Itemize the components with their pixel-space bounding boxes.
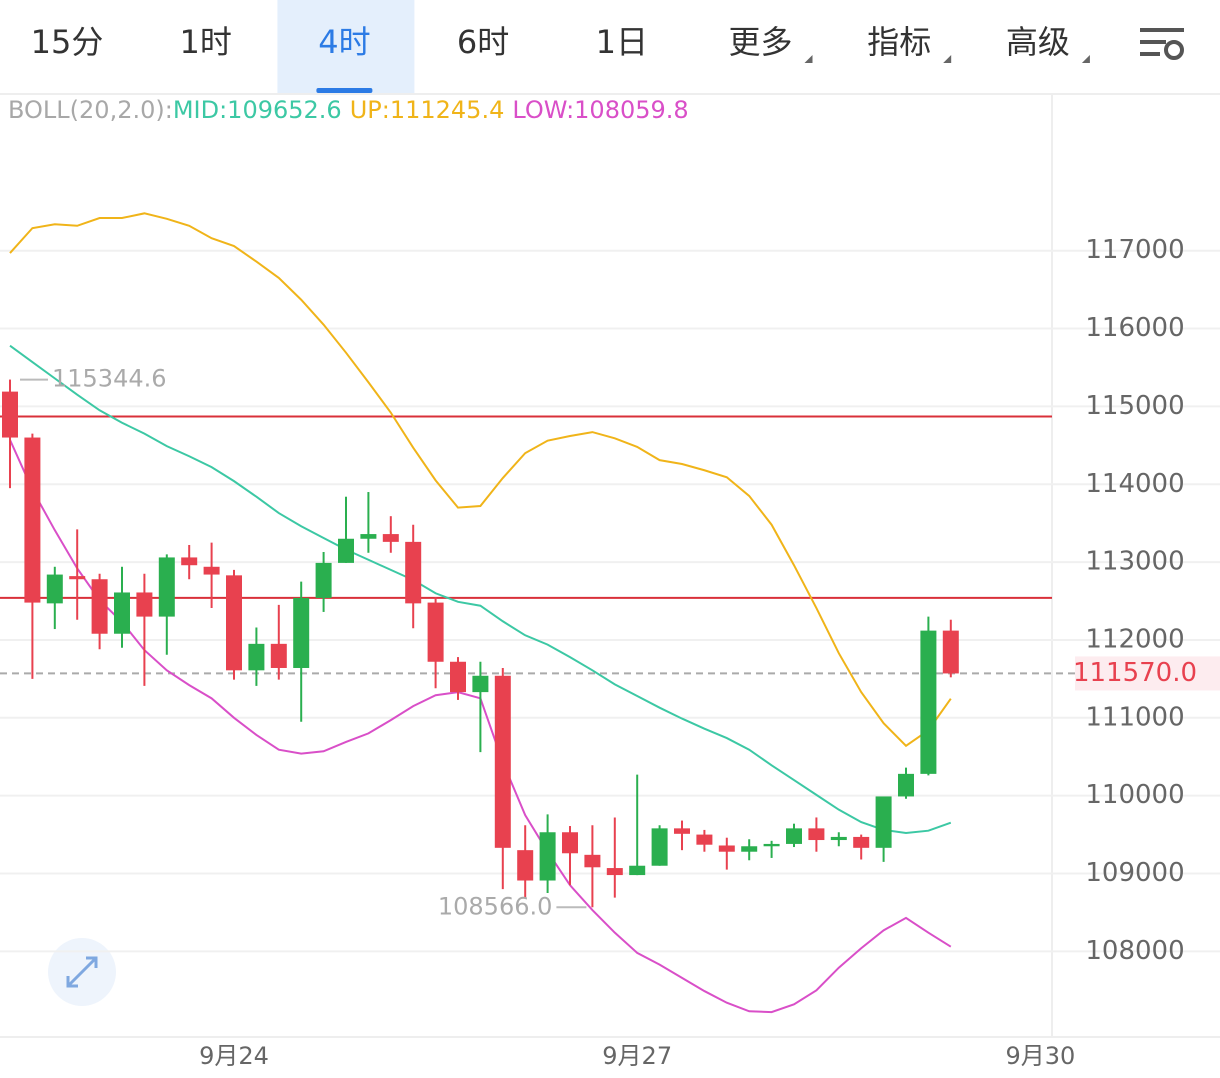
candle-body bbox=[69, 576, 86, 580]
candle-body bbox=[270, 643, 287, 668]
candle-body bbox=[763, 843, 780, 847]
x-tick-label: 9月27 bbox=[602, 1042, 672, 1070]
dropdown-arrow bbox=[804, 55, 813, 63]
tab[interactable]: 1日 bbox=[596, 23, 648, 61]
tab[interactable]: 1时 bbox=[180, 23, 232, 61]
y-tick-label: 112000 bbox=[1085, 624, 1184, 654]
x-tick-label: 9月30 bbox=[1005, 1042, 1075, 1070]
indicator-line bbox=[9, 212, 952, 748]
expand-icon bbox=[66, 956, 98, 988]
legend-item: LOW:108059.8 bbox=[512, 96, 688, 124]
expand-button[interactable] bbox=[48, 938, 116, 1006]
candle-body bbox=[450, 661, 466, 693]
y-tick-label: 108000 bbox=[1085, 936, 1184, 966]
candle-body bbox=[158, 557, 175, 617]
candle-body bbox=[338, 538, 354, 563]
tab-highlight bbox=[277, 0, 415, 93]
candle-body bbox=[830, 836, 847, 841]
candle-body bbox=[427, 602, 444, 662]
settings-icon[interactable] bbox=[1140, 28, 1184, 60]
y-tick-label: 109000 bbox=[1085, 858, 1184, 888]
tab[interactable]: 4时 bbox=[318, 23, 370, 61]
legend-item: UP:111245.4 bbox=[350, 96, 505, 124]
tab[interactable]: 6时 bbox=[457, 23, 509, 61]
legend-item: MID:109652.6 bbox=[173, 96, 342, 124]
y-tick-label: 113000 bbox=[1085, 547, 1184, 577]
candle-body bbox=[293, 597, 310, 668]
candle-body bbox=[920, 630, 937, 774]
candle-body bbox=[629, 865, 646, 876]
tab[interactable]: 高级 bbox=[1006, 23, 1070, 61]
candle-body bbox=[472, 675, 489, 693]
y-tick-label: 115000 bbox=[1085, 391, 1184, 421]
candle-body bbox=[136, 592, 153, 617]
candle-body bbox=[741, 846, 758, 852]
candle-body bbox=[651, 828, 668, 866]
tab[interactable]: 指标 bbox=[867, 23, 931, 61]
candle-body bbox=[24, 437, 41, 603]
last-price-box bbox=[1075, 656, 1220, 691]
candle-body bbox=[674, 828, 690, 834]
y-tick-label: 110000 bbox=[1085, 780, 1184, 810]
candle-body bbox=[562, 832, 578, 854]
candle-body bbox=[942, 630, 959, 674]
y-tick-label: 117000 bbox=[1085, 235, 1184, 265]
candle-body bbox=[696, 834, 713, 845]
tab[interactable]: 更多 bbox=[728, 23, 792, 61]
candle-body bbox=[226, 575, 242, 671]
dropdown-arrow bbox=[943, 55, 952, 63]
candle-body bbox=[539, 832, 556, 881]
candle-body bbox=[584, 854, 601, 868]
candle-body bbox=[360, 534, 377, 539]
annotation: 108566.0 bbox=[438, 892, 553, 920]
candle-body bbox=[114, 592, 130, 634]
candle-body bbox=[181, 557, 198, 566]
dropdown-arrow bbox=[1081, 55, 1090, 63]
candle-body bbox=[405, 541, 422, 604]
candle-body bbox=[853, 836, 870, 848]
candle-body bbox=[875, 796, 892, 848]
candle-body bbox=[203, 566, 220, 575]
candle-body bbox=[606, 868, 623, 876]
y-tick-label: 111000 bbox=[1085, 702, 1184, 732]
y-tick-label: 116000 bbox=[1085, 313, 1184, 343]
candle-body bbox=[898, 773, 914, 797]
candle-body bbox=[494, 675, 511, 848]
candle-body bbox=[248, 643, 265, 671]
icon-gear bbox=[1164, 40, 1184, 60]
tab[interactable]: 15分 bbox=[31, 23, 104, 61]
candle-body bbox=[517, 850, 534, 881]
candle-body bbox=[91, 579, 108, 634]
x-tick-label: 9月24 bbox=[199, 1042, 269, 1070]
candle-body bbox=[315, 562, 332, 598]
legend-item: BOLL(20,2.0): bbox=[8, 96, 173, 124]
candle-body bbox=[786, 828, 802, 844]
y-tick-label: 114000 bbox=[1085, 469, 1184, 499]
candle-body bbox=[718, 845, 735, 852]
last-price-label: 111570.0 bbox=[1073, 658, 1197, 688]
tab-indicator bbox=[316, 88, 373, 93]
candle-body bbox=[382, 534, 399, 542]
candle-body bbox=[46, 574, 63, 604]
indicator-line bbox=[9, 344, 952, 835]
candle-body bbox=[808, 828, 825, 841]
candle-body bbox=[2, 391, 18, 438]
annotation: 115344.6 bbox=[52, 365, 167, 393]
indicator-legend: BOLL(20,2.0):MID:109652.6 UP:111245.4 LOW:… bbox=[8, 96, 689, 124]
